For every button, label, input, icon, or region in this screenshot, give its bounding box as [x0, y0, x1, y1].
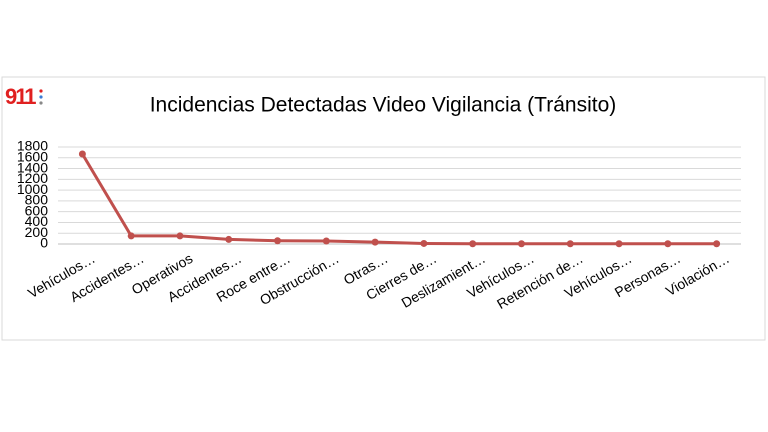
chart-title: Incidencias Detectadas Video Vigilancia …: [150, 94, 617, 117]
y-tick-label: 200: [25, 224, 49, 240]
point: [469, 240, 477, 248]
logo-dot: [39, 89, 43, 93]
logo-dot: [39, 95, 43, 99]
point: [176, 232, 184, 240]
y-tick-label: 1800: [17, 138, 48, 154]
y-tick-label: 1400: [17, 159, 48, 175]
y-tick-label: 400: [25, 213, 49, 229]
point: [664, 240, 672, 248]
y-tick-label: 600: [25, 202, 49, 218]
logo: 911: [5, 84, 36, 109]
y-tick-label: 1200: [17, 170, 48, 186]
chart-frame: [1, 76, 766, 341]
point: [517, 240, 525, 248]
point: [713, 240, 721, 248]
line: [81, 153, 717, 246]
point: [78, 150, 86, 158]
point: [127, 232, 135, 240]
point: [225, 235, 233, 243]
point: [371, 238, 379, 246]
point: [322, 237, 330, 245]
y-tick-label: 1600: [17, 148, 48, 164]
logo-dot: [39, 101, 43, 105]
y-tick-label: 800: [25, 192, 49, 208]
point: [274, 237, 282, 245]
y-tick-label: 0: [40, 235, 48, 251]
y-tick-label: 1000: [17, 181, 48, 197]
point: [566, 240, 574, 248]
point: [420, 239, 428, 247]
point: [615, 240, 623, 248]
